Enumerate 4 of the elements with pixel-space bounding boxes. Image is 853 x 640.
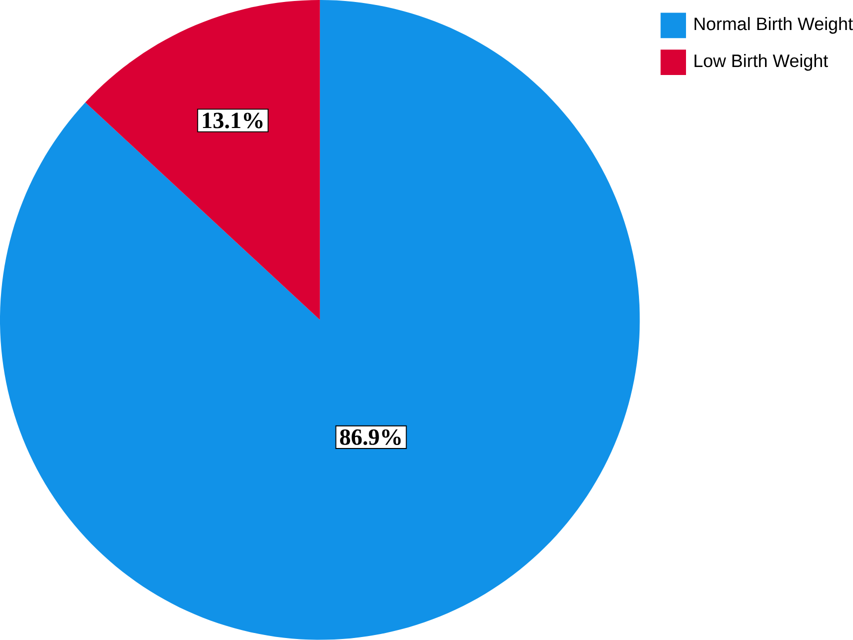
legend-label: Normal Birth Weight [694,17,853,34]
data-label: 13.1% [202,112,262,128]
data-label: 86.9% [340,429,401,446]
legend-label: Low Birth Weight [694,54,828,71]
